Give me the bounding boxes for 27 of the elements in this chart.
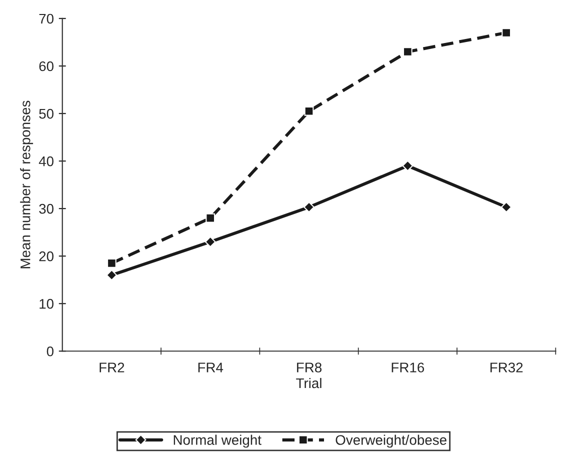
x-tick-label: FR4 <box>198 362 224 372</box>
x-tick-label: FR8 <box>297 362 322 372</box>
point <box>500 202 512 213</box>
point <box>304 202 314 213</box>
legend-label: Normal weight <box>174 434 262 448</box>
point <box>204 236 216 248</box>
x-tick-label: FR2 <box>100 362 124 372</box>
point <box>402 47 412 56</box>
x-axis-title: Trial <box>296 378 322 388</box>
y-tick-label: 30 <box>39 204 54 214</box>
point <box>106 270 118 281</box>
x-tick-label: FR16 <box>392 362 424 372</box>
point <box>206 213 216 223</box>
y-tick-label: 10 <box>40 298 54 309</box>
point <box>107 258 116 268</box>
y-tick-label: 50 <box>39 108 54 119</box>
y-tick-label: 40 <box>38 156 54 166</box>
legend-label: Overweight/obese <box>336 434 446 448</box>
x-tick-label: FR32 <box>490 362 523 372</box>
y-axis-title: Mean number of responses <box>20 100 34 268</box>
y-tick-label: 20 <box>39 251 54 262</box>
point <box>402 160 414 172</box>
point <box>304 106 314 116</box>
point <box>502 28 512 38</box>
y-tick-label: 0 <box>46 346 54 356</box>
y-tick-label: 60 <box>39 61 54 72</box>
y-tick-label: 70 <box>39 14 54 24</box>
